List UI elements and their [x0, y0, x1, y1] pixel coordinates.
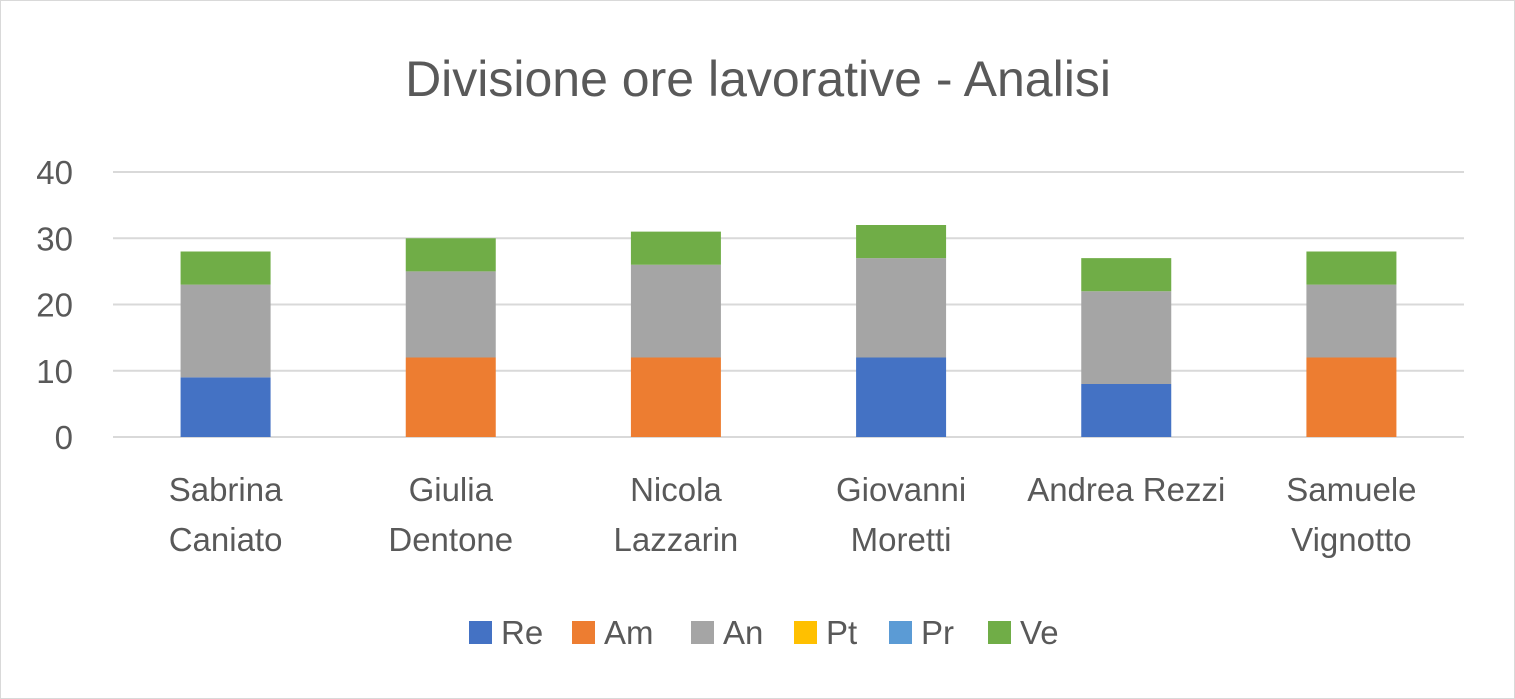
- y-tick-label: 40: [36, 154, 73, 191]
- category-label: Caniato: [169, 521, 283, 558]
- category-label: Sabrina: [169, 471, 283, 508]
- y-tick-label: 10: [36, 353, 73, 390]
- bar-segment-an: [856, 258, 947, 358]
- legend-swatch-ve: [988, 621, 1011, 644]
- legend-swatch-am: [572, 621, 595, 644]
- legend-label-re: Re: [501, 614, 543, 651]
- category-label: Giulia: [409, 471, 494, 508]
- legend-label-am: Am: [604, 614, 654, 651]
- gridlines: [113, 171, 1464, 438]
- legend-swatch-pr: [889, 621, 912, 644]
- category-label: Samuele: [1286, 471, 1416, 508]
- bar-segment-ve: [1081, 258, 1172, 292]
- category-label: Dentone: [388, 521, 513, 558]
- legend-swatch-re: [469, 621, 492, 644]
- bar-segment-an: [630, 264, 721, 358]
- bar-segment-am: [630, 357, 721, 437]
- y-axis-tick-labels: 0 10 20 30 40: [36, 154, 73, 456]
- category-label: Andrea Rezzi: [1027, 471, 1225, 508]
- bar-segment-an: [405, 271, 496, 358]
- bar-segment-ve: [1306, 251, 1397, 285]
- category-label: Giovanni: [836, 471, 966, 508]
- category-label: Moretti: [851, 521, 952, 558]
- y-tick-label: 30: [36, 220, 73, 257]
- y-tick-label: 0: [55, 419, 73, 456]
- bar-segment-an: [1081, 291, 1172, 384]
- x-axis-category-labels: Sabrina Caniato Giulia Dentone Nicola Lazzari…: [169, 471, 1417, 558]
- legend-label-pr: Pr: [921, 614, 954, 651]
- bar-segment-an: [1306, 284, 1397, 358]
- legend-swatch-pt: [794, 621, 817, 644]
- bar-segment-re: [180, 377, 271, 437]
- category-label: Nicola: [630, 471, 722, 508]
- bar-segment-ve: [405, 238, 496, 272]
- legend-swatch-an: [691, 621, 714, 644]
- legend-label-an: An: [723, 614, 763, 651]
- bar-segment-an: [180, 284, 271, 378]
- chart-title: Divisione ore lavorative - Analisi: [405, 51, 1111, 107]
- category-label: Lazzarin: [614, 521, 739, 558]
- bars: [180, 225, 1397, 437]
- legend-label-ve: Ve: [1020, 614, 1059, 651]
- bar-segment-am: [405, 357, 496, 437]
- bar-segment-ve: [630, 231, 721, 265]
- legend-label-pt: Pt: [826, 614, 857, 651]
- bar-segment-ve: [856, 225, 947, 259]
- category-label: Vignotto: [1291, 521, 1412, 558]
- bar-segment-ve: [180, 251, 271, 285]
- legend: Re Am An Pt Pr Ve: [469, 614, 1059, 651]
- y-tick-label: 20: [36, 287, 73, 324]
- bar-segment-re: [1081, 384, 1172, 437]
- bar-segment-re: [856, 357, 947, 437]
- bar-segment-am: [1306, 357, 1397, 437]
